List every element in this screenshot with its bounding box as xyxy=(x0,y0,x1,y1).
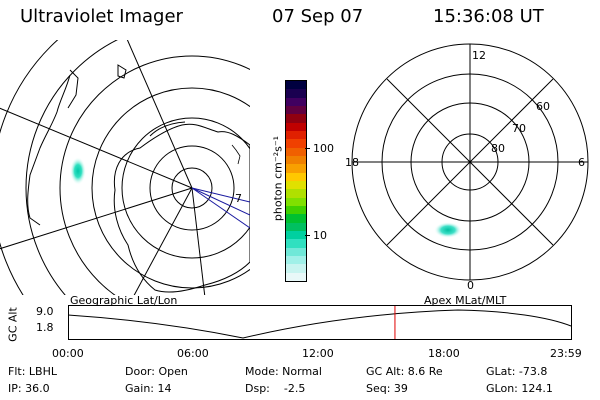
mlat-label-70: 70 xyxy=(512,122,526,135)
geo-map-caption: Geographic Lat/Lon xyxy=(70,294,178,307)
status-glon: GLon: 124.1 xyxy=(486,382,553,395)
colorbar-segment xyxy=(286,114,306,123)
altitude-tick-low: 1.8 xyxy=(36,321,54,334)
status-glat: GLat: -73.8 xyxy=(486,365,548,378)
colorbar-segment xyxy=(286,164,306,173)
meridian-lines-blue xyxy=(191,187,250,229)
altitude-axis-label: GC Alt xyxy=(6,307,20,342)
colorbar-segment xyxy=(286,255,306,265)
altitude-curve xyxy=(68,309,572,339)
colorbar-segment xyxy=(286,130,306,140)
time-tick-1200: 12:00 xyxy=(302,347,334,360)
colorbar-segment xyxy=(286,205,306,215)
aurora-spot-mag xyxy=(434,222,462,238)
colorbar-segment xyxy=(286,214,306,223)
colorbar-segment xyxy=(286,105,306,115)
status-seq: Seq: 39 xyxy=(366,382,408,395)
latitude-circles xyxy=(0,40,250,295)
status-dsp: Dsp: -2.5 xyxy=(245,382,306,395)
instrument-title: Ultraviolet Imager xyxy=(20,6,183,27)
colorbar-tick-10: 10 xyxy=(313,229,327,242)
mlt-label-18: 18 xyxy=(345,156,359,169)
date-label: 07 Sep 07 xyxy=(272,6,364,27)
status-ip: IP: 36.0 xyxy=(8,382,50,395)
status-door: Door: Open xyxy=(125,365,188,378)
colorbar-segment xyxy=(286,189,306,198)
mlt-label-6: 6 xyxy=(578,156,585,169)
colorbar-segment xyxy=(286,155,306,165)
colorbar-segment xyxy=(286,272,306,281)
status-filter: Flt: LBHL xyxy=(8,365,57,378)
coastline-south-america xyxy=(27,74,71,226)
altitude-tick-high: 9.0 xyxy=(36,305,54,318)
colorbar-segment xyxy=(286,230,306,240)
mlt-lines xyxy=(352,44,588,280)
colorbar-segment xyxy=(286,239,306,248)
colorbar-segment xyxy=(286,89,306,98)
status-gc-alt: GC Alt: 8.6 Re xyxy=(366,365,443,378)
aurora-spot-geo xyxy=(70,157,86,185)
colorbar xyxy=(285,80,307,282)
colorbar-segment xyxy=(286,122,306,131)
status-mode: Mode: Normal xyxy=(245,365,322,378)
colorbar-segment xyxy=(286,81,306,90)
colorbar-segment xyxy=(286,180,306,190)
status-gain: Gain: 14 xyxy=(125,382,172,395)
altitude-plot xyxy=(68,305,572,340)
colorbar-segment xyxy=(286,147,306,156)
time-tick-0000: 00:00 xyxy=(52,347,84,360)
time-tick-0600: 06:00 xyxy=(177,347,209,360)
colorbar-segment xyxy=(286,247,306,256)
colorbar-unit-label: photon cm⁻²s⁻¹ xyxy=(271,135,285,222)
time-tick-1800: 18:00 xyxy=(428,347,460,360)
mlt-label-12: 12 xyxy=(472,49,486,62)
mlt-label-0: 0 xyxy=(467,279,474,292)
colorbar-segment xyxy=(286,222,306,231)
geographic-map: 7 xyxy=(0,40,250,295)
colorbar-segment xyxy=(286,172,306,181)
meridian-label: 7 xyxy=(235,192,242,205)
mlat-label-80: 80 xyxy=(491,142,505,155)
colorbar-segment xyxy=(286,264,306,273)
time-tick-2359: 23:59 xyxy=(550,347,582,360)
mag-map-caption: Apex MLat/MLT xyxy=(424,294,507,307)
colorbar-tick-mark xyxy=(305,148,310,149)
colorbar-tick-mark xyxy=(305,235,310,236)
mlat-label-60: 60 xyxy=(536,100,550,113)
colorbar-segment xyxy=(286,97,306,106)
coastline-antarctica xyxy=(113,123,250,293)
magnetic-map: 12 18 6 0 60 70 80 xyxy=(345,43,589,292)
longitude-lines xyxy=(0,40,206,295)
colorbar-segment xyxy=(286,139,306,148)
time-label: 15:36:08 UT xyxy=(433,6,544,27)
colorbar-segment xyxy=(286,197,306,206)
colorbar-tick-100: 100 xyxy=(313,142,334,155)
